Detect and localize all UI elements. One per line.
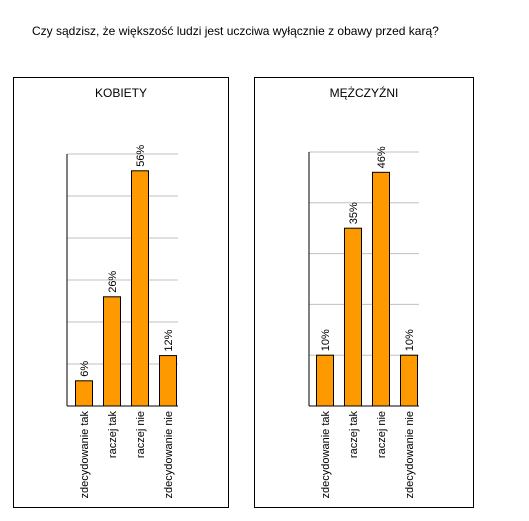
bar (344, 227, 362, 407)
chart-panel-women: KOBIETY 6% zdecydowanie tak 26% raczej tak 5… (13, 77, 229, 508)
chart-title-men: MĘŻCZYŹNI (329, 86, 399, 100)
data-label: 12% (163, 329, 175, 351)
bar-chart-men: 10% zdecydowanie tak 35% raczej tak 46% racze… (308, 146, 419, 499)
data-label: 10% (404, 329, 416, 351)
data-label: 35% (348, 202, 360, 224)
category-label: zdecydowanie nie (404, 411, 416, 498)
category-label: raczej nie (376, 411, 388, 458)
bar (103, 296, 121, 407)
survey-question: Czy sądzisz, że większość ludzi jest ucz… (32, 24, 439, 38)
category-label: zdecydowanie tak (320, 411, 332, 499)
data-label: 56% (135, 145, 147, 167)
bar (75, 380, 93, 407)
data-label: 10% (320, 329, 332, 351)
category-label: zdecydowanie tak (79, 411, 91, 499)
bar (159, 355, 177, 407)
data-label: 6% (79, 361, 91, 377)
chart-panel-men: MĘŻCZYŹNI 10% zdecydowanie tak 35% raczej t… (254, 77, 474, 508)
bar-chart-women: 6% zdecydowanie tak 26% raczej tak 56% raczej… (66, 145, 178, 499)
data-label: 26% (107, 271, 119, 293)
category-label: raczej tak (348, 411, 360, 459)
chart-title-women: KOBIETY (94, 86, 147, 100)
category-label: raczej tak (107, 411, 119, 459)
category-label: zdecydowanie nie (163, 411, 175, 498)
bar (316, 354, 334, 407)
data-label: 46% (376, 146, 388, 168)
bar (372, 171, 390, 407)
bar (131, 170, 149, 407)
category-label: raczej nie (135, 411, 147, 458)
bar (400, 354, 418, 407)
